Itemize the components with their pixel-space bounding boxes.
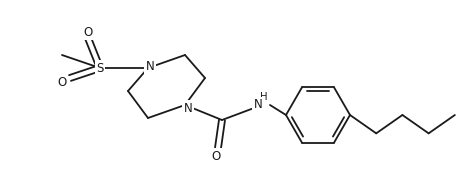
Text: O: O — [83, 26, 93, 39]
Text: O: O — [58, 75, 67, 88]
Text: H: H — [260, 92, 268, 102]
Text: N: N — [184, 101, 192, 115]
Text: N: N — [254, 98, 262, 112]
Text: S: S — [96, 61, 104, 74]
Text: O: O — [212, 149, 221, 163]
Text: N: N — [146, 60, 154, 73]
